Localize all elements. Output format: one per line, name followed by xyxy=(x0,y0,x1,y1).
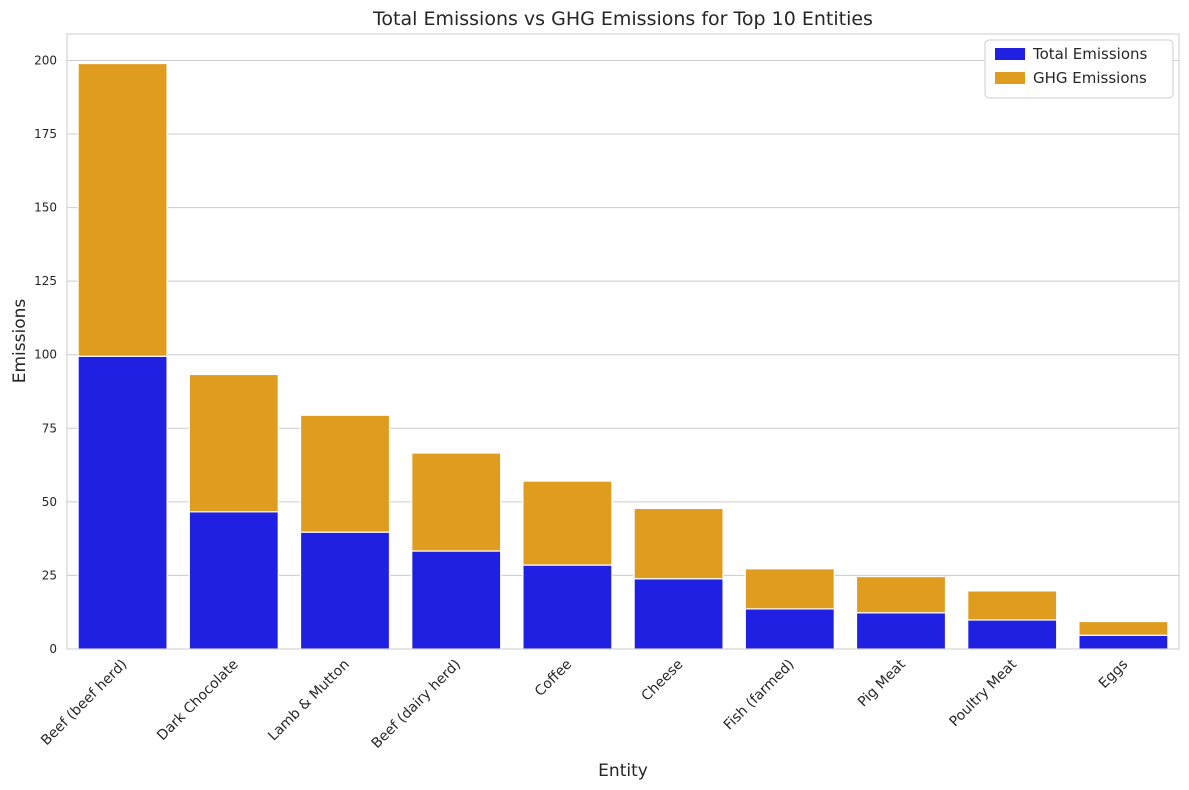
x-tick-label: Fish (farmed) xyxy=(721,657,798,734)
x-tick-label: Cheese xyxy=(638,657,686,705)
bar-ghg-4 xyxy=(522,480,613,566)
x-tick-label: Beef (dairy herd) xyxy=(369,657,464,752)
y-tick-labels: 0 25 50 75 100 125 150 175 200 xyxy=(34,53,57,656)
bar-total-6 xyxy=(744,608,835,650)
legend-swatch-1 xyxy=(995,72,1025,84)
legend-entry-0: Total Emissions xyxy=(1032,45,1148,63)
chart-title: Total Emissions vs GHG Emissions for Top… xyxy=(372,8,873,30)
bar-total-3 xyxy=(411,550,502,650)
bar-total-0 xyxy=(77,355,168,650)
bar-total-8 xyxy=(967,619,1058,650)
x-tick-label: Coffee xyxy=(532,657,575,700)
bar-ghg-8 xyxy=(967,590,1058,621)
x-tick-label: Dark Chocolate xyxy=(154,657,241,744)
y-tick-label: 175 xyxy=(34,127,57,141)
y-tick-label: 50 xyxy=(42,495,57,509)
bar-ghg-7 xyxy=(855,575,947,614)
x-tick-label: Eggs xyxy=(1096,657,1131,692)
y-tick-label: 150 xyxy=(34,201,57,215)
bar-ghg-5 xyxy=(633,507,724,580)
bar-ghg-0 xyxy=(77,62,168,357)
bar-total-9 xyxy=(1078,634,1169,650)
legend-box xyxy=(984,39,1174,99)
plot-frame xyxy=(66,33,1180,650)
bars xyxy=(77,62,1169,650)
x-tick-label: Beef (beef herd) xyxy=(38,657,130,749)
y-tick-label: 125 xyxy=(34,274,57,288)
x-tick-label: Poultry Meat xyxy=(946,656,1020,730)
x-axis-label: Entity xyxy=(598,761,648,781)
bar-ghg-2 xyxy=(299,414,391,533)
x-tick-label: Pig Meat xyxy=(855,656,909,710)
y-tick-label: 200 xyxy=(34,53,57,67)
y-axis-label: Emissions xyxy=(10,299,30,384)
y-tick-label: 100 xyxy=(34,348,57,362)
legend-entry-1: GHG Emissions xyxy=(1033,69,1147,87)
legend-swatch-0 xyxy=(995,48,1025,60)
bar-ghg-9 xyxy=(1078,620,1169,636)
bar-total-1 xyxy=(188,511,279,650)
bar-total-2 xyxy=(299,531,391,650)
bar-ghg-6 xyxy=(744,568,835,610)
bar-total-7 xyxy=(855,612,947,650)
bar-total-5 xyxy=(633,578,724,650)
x-tick-label: Lamb & Mutton xyxy=(265,657,353,745)
y-tick-label: 75 xyxy=(42,421,57,435)
legend: Total Emissions GHG Emissions xyxy=(984,39,1174,99)
x-tick-labels: Beef (beef herd) Dark Chocolate Lamb & Mut… xyxy=(38,656,1131,752)
y-tick-label: 25 xyxy=(42,568,57,582)
bar-ghg-3 xyxy=(411,452,502,552)
y-tick-label: 0 xyxy=(49,642,57,656)
bar-total-4 xyxy=(522,564,613,650)
bar-ghg-1 xyxy=(188,373,279,513)
